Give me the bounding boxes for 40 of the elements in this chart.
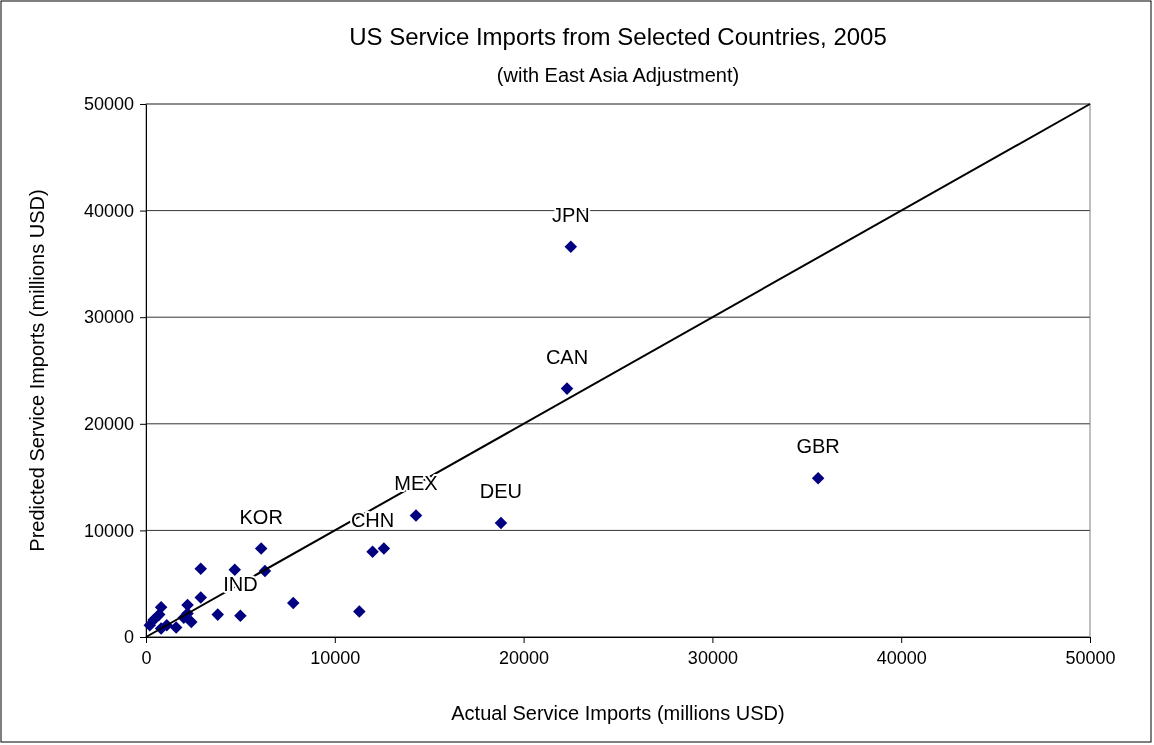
point [494, 516, 508, 530]
annotation: GBR [796, 435, 840, 458]
point [228, 563, 241, 577]
chart-subtitle: (with East Asia Adjustment) [496, 64, 740, 86]
x-axis-title: Actual Service Imports (millions USD) [451, 702, 785, 724]
point [409, 509, 423, 522]
point [353, 605, 366, 618]
x-tick-label: 30000 [687, 647, 738, 668]
point [143, 619, 157, 632]
point [811, 471, 825, 485]
x-tick-label: 50000 [1065, 647, 1116, 668]
point [254, 542, 268, 555]
point [152, 608, 166, 621]
y-tick-label: 50000 [83, 94, 134, 115]
point [287, 596, 300, 610]
x-tick-label: 20000 [499, 647, 550, 668]
x-tick-label: 10000 [310, 647, 361, 668]
point [211, 608, 225, 621]
y-tick-label: 40000 [83, 200, 134, 221]
annotation: CHN [350, 508, 395, 531]
point [194, 562, 208, 576]
point [366, 545, 379, 558]
y-tick-label: 30000 [83, 307, 134, 328]
y-tick-label: 10000 [83, 520, 134, 541]
y-axis-title: Predicted Service Imports (millions USD) [26, 189, 48, 552]
y-tick-label: 0 [123, 627, 134, 648]
point [194, 591, 208, 604]
point [185, 615, 198, 629]
annotation: CAN [545, 345, 589, 368]
chart-title: US Service Imports from Selected Countries, 2005 [349, 23, 887, 50]
annotation: KOR [239, 505, 283, 528]
point [560, 382, 574, 395]
x-tick-label: 0 [141, 647, 152, 668]
point [169, 621, 183, 634]
annotation: DEU [479, 479, 523, 502]
point [234, 609, 247, 622]
point [377, 542, 391, 555]
y-tick-label: 20000 [83, 414, 134, 435]
point [564, 240, 578, 254]
x-tick-label: 40000 [876, 647, 927, 668]
